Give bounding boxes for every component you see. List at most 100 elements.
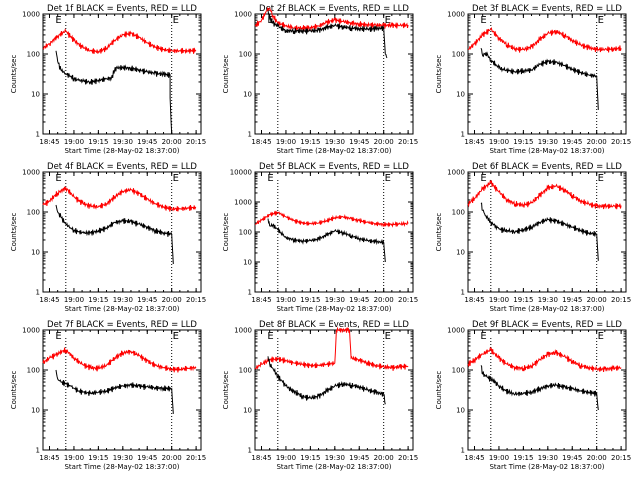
y-tick-label: 100 (239, 229, 252, 237)
y-tick-label: 100 (27, 209, 40, 217)
series-line-events (55, 204, 174, 265)
x-tick-label: 19:00 (276, 138, 296, 146)
y-axis-label: Counts/sec (435, 371, 443, 410)
panel-title: Det 3f BLACK = Events, RED = LLD (472, 4, 622, 14)
x-tick-label: 18:45 (251, 138, 271, 146)
series-line-lld (42, 28, 197, 55)
y-tick-label: 10 (31, 249, 40, 257)
x-axis-label: Start Time (28-May-02 18:37:00) (489, 147, 604, 155)
plot-frame (467, 329, 627, 451)
x-tick-label: 18:45 (251, 454, 271, 462)
x-tick-label: 19:30 (538, 296, 558, 304)
x-tick-label: 19:45 (137, 454, 157, 462)
series-line-lld (467, 346, 622, 372)
y-tick-label: 10000 (230, 169, 252, 177)
x-tick-label: 20:00 (374, 454, 394, 462)
x-tick-label: 20:15 (186, 454, 206, 462)
y-tick-label: 1 (248, 447, 252, 455)
x-tick-label: 18:45 (464, 454, 484, 462)
series-line-lld (254, 6, 409, 32)
x-tick-label: 20:00 (587, 454, 607, 462)
y-tick-label: 1000 (234, 199, 252, 207)
x-axis-label: Start Time (28-May-02 18:37:00) (64, 147, 179, 155)
x-tick-label: 19:00 (489, 454, 509, 462)
x-tick-label: 18:45 (39, 138, 59, 146)
y-tick-label: 1 (248, 131, 252, 139)
y-tick-label: 1000 (234, 11, 252, 19)
x-tick-label: 18:45 (464, 296, 484, 304)
x-tick-label: 20:15 (611, 138, 631, 146)
y-tick-label: 10 (243, 259, 252, 267)
x-axis-label: Start Time (28-May-02 18:37:00) (276, 305, 391, 313)
event-flag-label: E (385, 173, 391, 184)
x-tick-label: 19:00 (64, 454, 84, 462)
x-axis-label: Start Time (28-May-02 18:37:00) (276, 147, 391, 155)
plot-frame (254, 329, 414, 451)
x-tick-label: 19:45 (562, 296, 582, 304)
panel-title: Det 2f BLACK = Events, RED = LLD (259, 4, 409, 14)
event-flag-label: E (173, 331, 179, 342)
event-flag-label: E (267, 173, 273, 184)
series-line-events (55, 369, 174, 414)
panel-title: Det 7f BLACK = Events, RED = LLD (47, 320, 197, 330)
x-tick-label: 19:00 (64, 296, 84, 304)
y-tick-label: 100 (452, 367, 465, 375)
event-flag-label: E (173, 15, 179, 26)
x-tick-label: 19:30 (325, 454, 345, 462)
x-tick-label: 19:45 (562, 454, 582, 462)
x-tick-label: 19:30 (538, 138, 558, 146)
x-tick-label: 20:00 (162, 138, 182, 146)
panel-det-5: Det 5f BLACK = Events, RED = LLD 1 10 100 10… (222, 162, 418, 313)
x-tick-label: 20:00 (587, 138, 607, 146)
x-tick-label: 19:30 (113, 138, 133, 146)
x-tick-label: 18:45 (464, 138, 484, 146)
event-flag-label: E (267, 331, 273, 342)
x-tick-label: 19:15 (300, 138, 320, 146)
x-tick-label: 19:45 (562, 138, 582, 146)
x-tick-label: 18:45 (39, 454, 59, 462)
y-tick-label: 1000 (447, 327, 465, 335)
y-tick-label: 1 (36, 289, 40, 297)
y-tick-label: 1 (36, 447, 40, 455)
panel-det-9: Det 9f BLACK = Events, RED = LLD 1 10 100 10… (435, 320, 631, 471)
y-tick-label: 1 (461, 131, 465, 139)
x-tick-label: 19:00 (489, 296, 509, 304)
x-tick-label: 19:30 (325, 296, 345, 304)
y-axis-label: Counts/sec (435, 213, 443, 252)
y-tick-label: 100 (239, 51, 252, 59)
event-flag-label: E (598, 173, 604, 184)
x-tick-label: 19:15 (513, 296, 533, 304)
series-line-events (55, 50, 173, 135)
x-axis-label: Start Time (28-May-02 18:37:00) (276, 463, 391, 471)
x-tick-label: 19:15 (88, 138, 108, 146)
panel-title: Det 6f BLACK = Events, RED = LLD (472, 162, 622, 172)
y-tick-label: 10 (456, 91, 465, 99)
x-tick-label: 20:00 (374, 138, 394, 146)
y-tick-label: 1000 (22, 169, 40, 177)
panel-det-6: Det 6f BLACK = Events, RED = LLD 1 10 100 10… (435, 162, 631, 313)
x-tick-label: 19:15 (88, 296, 108, 304)
x-tick-label: 19:15 (513, 454, 533, 462)
event-flag-label: E (598, 15, 604, 26)
y-tick-label: 1 (461, 289, 465, 297)
plot-frame (42, 171, 202, 293)
y-axis-label: Counts/sec (10, 213, 18, 252)
series-line-events (267, 218, 386, 263)
x-tick-label: 19:45 (137, 138, 157, 146)
y-tick-label: 10 (243, 91, 252, 99)
x-axis-label: Start Time (28-May-02 18:37:00) (489, 463, 604, 471)
y-axis-label: Counts/sec (222, 371, 230, 410)
event-flag-label: E (480, 15, 486, 26)
panel-det-4: Det 4f BLACK = Events, RED = LLD 1 10 100 10… (10, 162, 206, 313)
x-tick-label: 19:30 (113, 454, 133, 462)
x-tick-label: 18:45 (251, 296, 271, 304)
x-tick-label: 19:45 (349, 138, 369, 146)
y-tick-label: 100 (27, 51, 40, 59)
x-tick-label: 20:15 (611, 296, 631, 304)
panel-title: Det 5f BLACK = Events, RED = LLD (259, 162, 409, 172)
x-tick-label: 19:00 (489, 138, 509, 146)
x-tick-label: 20:00 (162, 296, 182, 304)
y-tick-label: 100 (239, 367, 252, 375)
event-flag-label: E (173, 173, 179, 184)
